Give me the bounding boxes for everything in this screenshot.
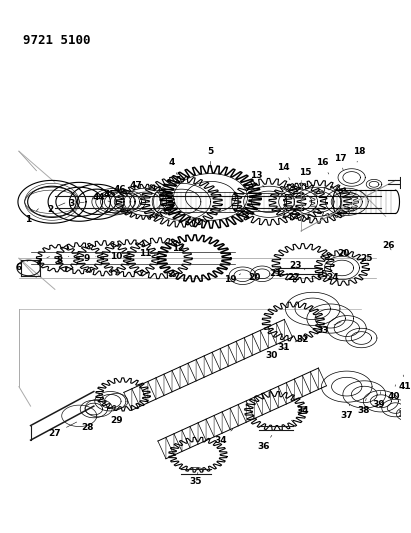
Text: 34: 34 — [291, 407, 309, 421]
Text: 36: 36 — [258, 435, 272, 451]
Text: 9: 9 — [84, 254, 96, 263]
Text: 4: 4 — [169, 158, 177, 175]
Text: 24: 24 — [326, 273, 339, 282]
Text: 12: 12 — [172, 244, 190, 253]
Text: 23: 23 — [289, 261, 305, 270]
Text: 16: 16 — [316, 158, 329, 174]
Text: 45: 45 — [104, 190, 118, 202]
Text: 28: 28 — [81, 418, 97, 432]
Text: 11: 11 — [139, 249, 155, 258]
Text: 7: 7 — [35, 256, 49, 266]
Text: 37: 37 — [340, 404, 353, 421]
Text: 26: 26 — [382, 241, 395, 250]
Text: 33: 33 — [316, 321, 341, 335]
Text: 13: 13 — [250, 171, 264, 187]
Text: 38: 38 — [357, 398, 369, 416]
Text: 9721 5100: 9721 5100 — [23, 35, 90, 47]
Text: 5: 5 — [208, 147, 214, 168]
Text: 14: 14 — [277, 163, 290, 180]
Text: 17: 17 — [334, 154, 346, 170]
Text: 25: 25 — [360, 254, 372, 263]
Text: 34: 34 — [214, 430, 233, 445]
Text: 39: 39 — [372, 392, 385, 409]
Text: 41: 41 — [399, 375, 411, 391]
Text: 30: 30 — [266, 347, 286, 360]
Text: 20: 20 — [338, 249, 350, 258]
Text: 6: 6 — [16, 260, 29, 272]
Text: 2: 2 — [47, 203, 65, 214]
Text: 47: 47 — [129, 181, 142, 196]
Text: 44: 44 — [92, 193, 110, 203]
Text: 15: 15 — [299, 168, 311, 183]
Text: 29: 29 — [110, 409, 122, 425]
Text: 22: 22 — [287, 273, 300, 282]
Text: 31: 31 — [277, 339, 300, 352]
Text: 21: 21 — [270, 269, 282, 278]
Text: 40: 40 — [387, 385, 400, 401]
Text: 27: 27 — [48, 422, 77, 438]
Text: 46: 46 — [114, 184, 127, 199]
Text: 32: 32 — [297, 332, 320, 344]
Text: 35: 35 — [190, 472, 202, 487]
Text: 8: 8 — [57, 256, 69, 265]
Text: 19: 19 — [224, 274, 241, 284]
Text: 10: 10 — [110, 252, 128, 261]
Text: 3: 3 — [68, 199, 84, 208]
Text: 18: 18 — [353, 147, 366, 162]
Text: 20: 20 — [248, 273, 261, 282]
Text: 1: 1 — [25, 209, 38, 224]
